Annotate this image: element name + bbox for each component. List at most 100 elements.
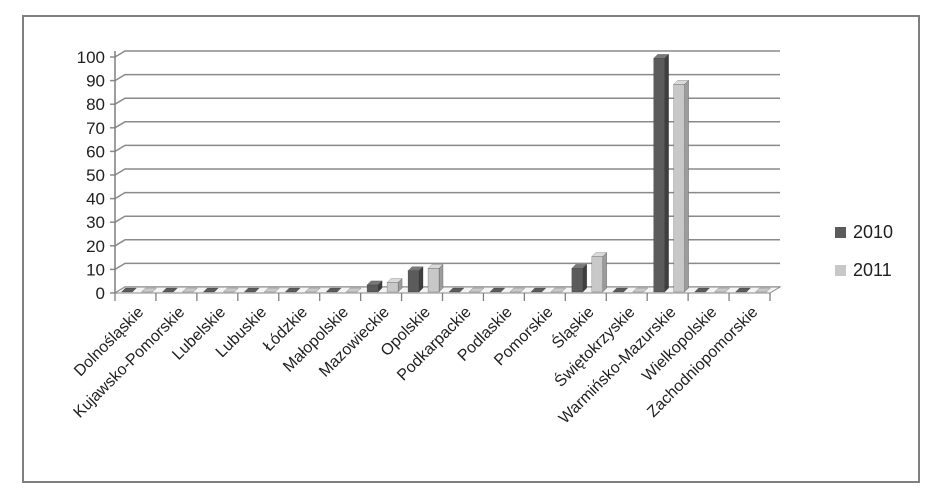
bar-zero-mark [304,287,321,293]
legend-item-2011: 2011 [835,261,893,279]
y-tick-label: 40 [86,190,105,209]
bar-zero-mark [181,287,199,293]
bars [120,53,772,293]
bar-front-face [427,268,440,293]
bar-2010-10 [530,287,547,293]
bar-2010-15 [734,287,752,293]
y-tick-label: 50 [86,166,105,185]
bar-zero-mark [489,287,506,293]
bar-zero-mark [120,287,138,293]
legend-label-2011: 2011 [853,260,892,280]
bar-zero-mark [263,287,280,293]
gridline [114,144,780,153]
legend-label-2010: 2010 [853,222,894,242]
gridline [114,168,780,176]
bar-2010-2 [202,287,219,293]
gridline [114,215,780,223]
bar-2010-5 [325,287,342,293]
bar-2010-0 [120,287,138,293]
bar-zero-mark [713,287,731,293]
bar-2011-8 [468,287,485,293]
chart-legend: 2010 2011 [835,223,893,279]
bar-zero-mark [632,287,649,293]
bar-zero-mark [222,287,239,293]
y-tick-label: 0 [96,284,105,303]
gridline [114,239,780,247]
bar-2011-6 [386,277,403,293]
bar-2010-8 [448,287,465,293]
bar-2011-14 [713,287,731,293]
bar-2011-0 [140,287,158,293]
bar-front-face [653,58,665,293]
x-axis-labels: DolnośląskieKujawsko-PomorskieLubelskieL… [71,302,762,427]
bar-2011-1 [181,287,199,293]
bar-side-face [602,251,608,293]
bar-2011-10 [550,287,567,293]
bar-2010-7 [407,266,424,293]
bar-zero-mark [345,287,362,293]
bar-zero-mark [468,287,485,293]
y-tick-label: 10 [86,260,105,279]
legend-item-2010: 2010 [835,223,893,241]
gridline [114,97,780,105]
bar-2010-9 [489,287,506,293]
bar-2011-2 [222,287,239,293]
x-tick-label: Dolnośląskie [71,304,147,380]
gridline [114,121,780,129]
bar-zero-mark [754,287,772,293]
bar-side-face [438,263,444,293]
bar-zero-mark [530,287,547,293]
bar-2010-13 [653,53,670,293]
bar-zero-mark [448,287,465,293]
bar-2010-11 [571,263,588,293]
bar-front-face [366,284,379,293]
y-axis-labels: 0 10 20 30 40 50 60 70 80 90 100 [77,48,105,303]
gridline [114,73,780,82]
bar-zero-mark [612,287,629,293]
bar-2011-13 [673,79,690,293]
gridline [114,191,780,200]
bar-2010-6 [366,280,383,293]
bar-zero-mark [243,287,260,293]
bar-2011-4 [304,287,321,293]
bar-front-face [407,270,420,293]
y-tick-label: 90 [86,72,105,91]
bar-side-face [684,79,689,293]
bar-2010-1 [161,287,179,293]
bar-2010-12 [612,287,629,293]
legend-swatch-2010-icon [835,226,846,238]
bar-side-face [418,266,424,293]
bar-front-face [591,256,604,293]
bar-side-face [582,263,588,293]
bar-2010-4 [284,287,301,293]
bar-2011-9 [509,287,526,293]
bar-zero-mark [202,287,219,293]
x-ticks [114,293,771,301]
gridline [114,50,780,58]
bar-2011-5 [345,287,362,293]
bar-2011-3 [263,287,280,293]
y-tick-label: 100 [77,48,105,67]
bar-2011-12 [632,287,649,293]
gridline [114,262,780,271]
bar-2011-7 [427,263,444,293]
bar-side-face [664,53,669,293]
bar-front-face [386,282,399,293]
bar-2010-14 [693,287,711,293]
chart-border [22,15,920,483]
bar-zero-mark [325,287,342,293]
bar-zero-mark [161,287,179,293]
y-tick-label: 30 [86,213,105,232]
bar-zero-mark [550,287,567,293]
bar-zero-mark [509,287,526,293]
bar-front-face [673,84,685,293]
legend-swatch-2011-icon [835,264,846,276]
y-tick-label: 20 [86,237,105,256]
bar-zero-mark [734,287,752,293]
bar-zero-mark [693,287,711,293]
bar-zero-mark [284,287,301,293]
y-tick-label: 80 [86,95,105,114]
y-tick-label: 70 [86,119,105,138]
